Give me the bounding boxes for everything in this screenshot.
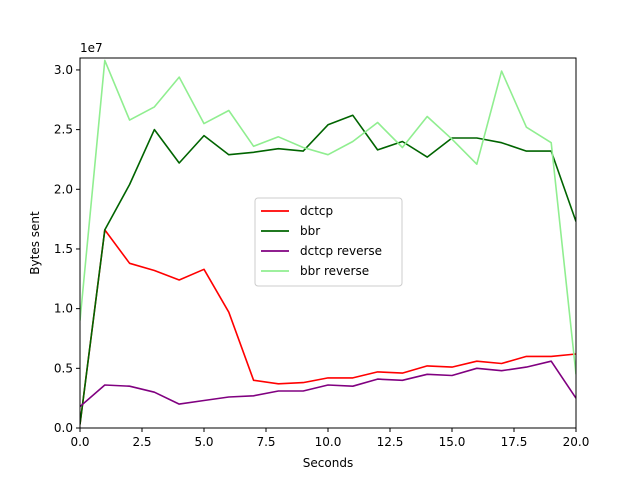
y-tick-label: 0.5 — [54, 361, 73, 375]
y-tick-label: 3.0 — [54, 63, 73, 77]
legend-box — [254, 197, 403, 287]
x-tick-label: 15.0 — [439, 435, 466, 449]
x-tick-label: 17.5 — [501, 435, 528, 449]
x-axis-label: Seconds — [303, 456, 353, 470]
legend: dctcp bbr dctcp reverse bbr reverse — [254, 197, 403, 287]
y-tick-label: 2.0 — [54, 182, 73, 196]
y-tick-label: 1.0 — [54, 302, 73, 316]
legend-label: bbr — [300, 224, 320, 238]
y-axis-label: Bytes sent — [28, 211, 42, 275]
series-line-dctcp — [80, 229, 576, 425]
y-tick-label: 0.0 — [54, 421, 73, 435]
series-line-bbr-reverse — [80, 59, 576, 375]
x-tick-label: 2.5 — [132, 435, 151, 449]
y-offset-label: 1e7 — [80, 41, 103, 55]
x-tick-label: 0.0 — [70, 435, 89, 449]
x-tick-label: 10.0 — [315, 435, 342, 449]
x-tick-label: 20.0 — [563, 435, 590, 449]
legend-label: dctcp — [300, 204, 333, 218]
legend-label: bbr reverse — [300, 264, 369, 278]
series-line-bbr — [80, 114, 576, 425]
x-tick-label: 7.5 — [256, 435, 275, 449]
y-tick-label: 2.5 — [54, 123, 73, 137]
y-tick-label: 1.5 — [54, 242, 73, 256]
series-line-dctcp-reverse — [80, 360, 576, 408]
legend-label: dctcp reverse — [300, 244, 382, 258]
x-tick-label: 5.0 — [194, 435, 213, 449]
x-tick-label: 12.5 — [377, 435, 404, 449]
